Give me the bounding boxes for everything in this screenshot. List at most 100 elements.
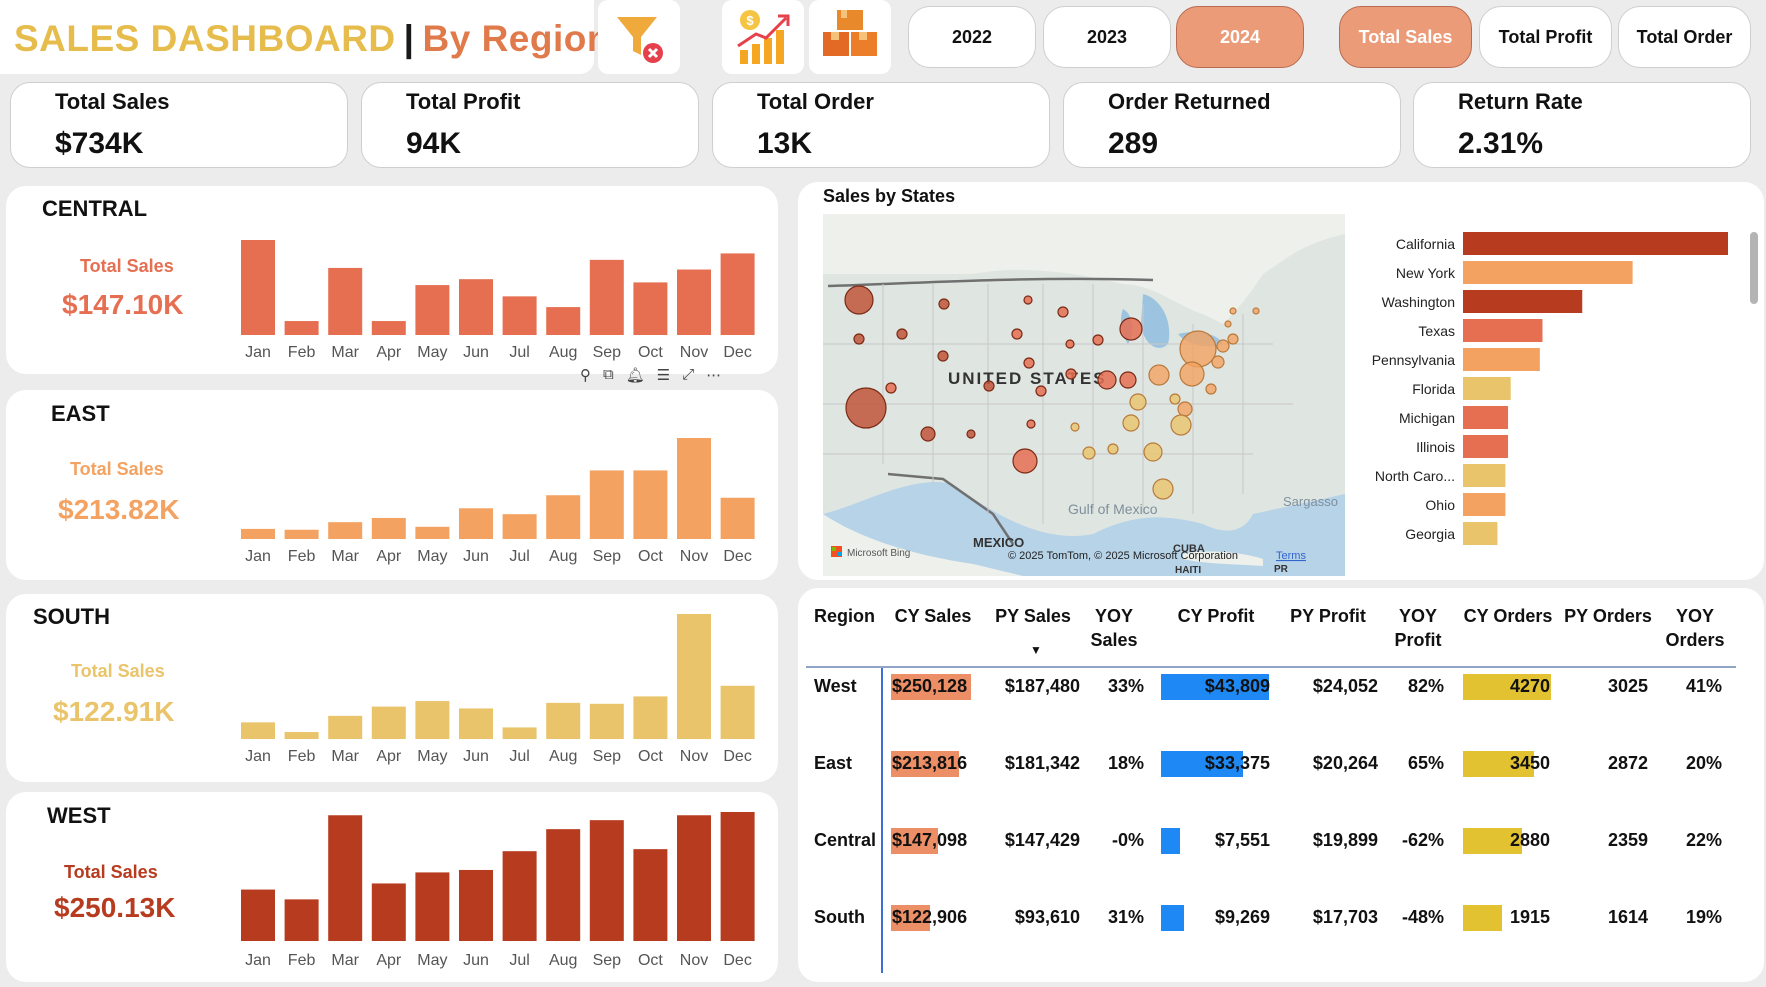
month-bar[interactable]	[328, 267, 363, 335]
month-bar[interactable]	[546, 495, 581, 539]
month-bar[interactable]	[720, 497, 755, 539]
col-header-region[interactable]: Region	[814, 606, 875, 626]
month-bar[interactable]	[677, 438, 711, 539]
state-bar[interactable]	[1463, 261, 1633, 284]
map-terms-link[interactable]: Terms	[1276, 550, 1306, 562]
month-bar[interactable]	[633, 470, 668, 539]
sales-growth-icon: $	[737, 10, 790, 64]
month-bar[interactable]	[284, 529, 319, 539]
month-bar[interactable]	[241, 240, 275, 335]
month-bar[interactable]	[371, 883, 406, 941]
month-bar[interactable]	[459, 708, 493, 739]
month-bar[interactable]	[720, 253, 755, 335]
month-bar[interactable]	[371, 706, 406, 739]
month-bar[interactable]	[459, 508, 493, 539]
month-bar[interactable]	[371, 321, 406, 335]
month-bar[interactable]	[502, 727, 537, 739]
col-header-yoy-profit[interactable]: YOY Profit	[1394, 606, 1442, 650]
month-bar[interactable]	[720, 685, 755, 739]
more-icon[interactable]: ⋯	[706, 367, 722, 384]
month-bar[interactable]	[415, 701, 450, 739]
monthly-sales-chart-central: Jan Feb Mar Apr May Jun Jul Aug Sep Oct Nov Dec	[241, 240, 755, 361]
month-label: Sep	[593, 952, 622, 969]
month-bar[interactable]	[415, 872, 450, 941]
bell-icon[interactable]: 🔔︎	[625, 367, 645, 384]
state-bar[interactable]	[1463, 377, 1511, 400]
region-card-east[interactable]: EAST Total Sales $213.82K Jan Feb Mar Apr Ma…	[6, 390, 778, 580]
month-bar[interactable]	[546, 829, 581, 941]
month-bar[interactable]	[589, 259, 624, 335]
scrollbar[interactable]	[1750, 232, 1758, 304]
state-bar[interactable]	[1463, 464, 1506, 487]
col-header-py-profit[interactable]: PY Profit	[1290, 606, 1366, 626]
monthly-sales-chart-west: Jan Feb Mar Apr May Jun Jul Aug Sep Oct Nov Dec	[241, 812, 755, 969]
year-filter-2022[interactable]: 2022	[908, 6, 1036, 68]
month-bar[interactable]	[328, 715, 363, 739]
region-card-central[interactable]: CENTRAL Total Sales $147.10K Jan Feb Mar Ap…	[6, 186, 778, 374]
col-header-yoy-orders[interactable]: YOY Orders	[1665, 606, 1725, 650]
col-header-cy-sales[interactable]: CY Sales	[894, 606, 972, 626]
month-bar[interactable]	[502, 851, 537, 941]
region-card-west[interactable]: WEST Total Sales $250.13K Jan Feb Mar Apr Ma…	[6, 792, 778, 982]
month-label: Nov	[680, 748, 708, 765]
expand-icon[interactable]: ⤢	[682, 366, 695, 383]
month-bar[interactable]	[677, 614, 711, 739]
year-filter-2024[interactable]: 2024	[1176, 6, 1304, 68]
month-bar[interactable]	[284, 732, 319, 739]
pin-icon[interactable]: ⚲	[580, 367, 591, 384]
month-bar[interactable]	[415, 526, 450, 539]
state-label: Illinois	[1416, 439, 1455, 455]
region-card-south[interactable]: SOUTH Total Sales $122.91K Jan Feb Mar Apr M…	[6, 594, 778, 782]
sales-map[interactable]: UNITED STATES Gulf of Mexico Sargasso ME…	[823, 214, 1345, 576]
year-filter-2023[interactable]: 2023	[1043, 6, 1171, 68]
month-bar[interactable]	[328, 815, 363, 941]
month-bar[interactable]	[677, 269, 711, 335]
month-bar[interactable]	[371, 517, 406, 539]
month-bar[interactable]	[589, 703, 624, 739]
copy-icon[interactable]: ⧉	[603, 366, 614, 383]
map-place-pr: PR	[1274, 564, 1289, 575]
month-bar[interactable]	[720, 812, 755, 941]
month-bar[interactable]	[677, 815, 711, 941]
measure-total-profit[interactable]: Total Profit	[1479, 6, 1612, 68]
month-bar[interactable]	[546, 702, 581, 739]
state-bar[interactable]	[1463, 290, 1583, 313]
month-bar[interactable]	[502, 514, 537, 539]
month-bar[interactable]	[284, 899, 319, 941]
month-bar[interactable]	[633, 696, 668, 739]
month-bar[interactable]	[415, 285, 450, 335]
month-bar[interactable]	[241, 889, 275, 941]
month-bar[interactable]	[241, 722, 275, 739]
cell-cy-orders: 4270	[1509, 676, 1550, 696]
month-bar[interactable]	[328, 522, 363, 539]
month-bar[interactable]	[459, 869, 493, 941]
month-bar[interactable]	[633, 282, 668, 335]
filter-icon[interactable]: ☰	[656, 367, 671, 384]
month-bar[interactable]	[502, 296, 537, 335]
col-header-cy-profit[interactable]: CY Profit	[1177, 606, 1255, 626]
col-header-py-orders[interactable]: PY Orders	[1564, 606, 1652, 626]
month-bar[interactable]	[633, 849, 668, 941]
col-header-yoy-sales[interactable]: YOY Sales	[1090, 606, 1138, 650]
month-bar[interactable]	[241, 528, 275, 539]
month-bar[interactable]	[284, 321, 319, 335]
month-bar[interactable]	[459, 279, 493, 335]
clear-filters-button[interactable]	[598, 0, 680, 74]
state-bar[interactable]	[1463, 232, 1728, 255]
state-bar[interactable]	[1463, 435, 1509, 458]
state-bar[interactable]	[1463, 493, 1506, 516]
month-label: Jul	[509, 344, 529, 361]
measure-total-sales[interactable]: Total Sales	[1339, 6, 1472, 68]
col-header-py-sales[interactable]: PY Sales	[995, 606, 1071, 626]
col-header-cy-orders[interactable]: CY Orders	[1463, 606, 1553, 626]
state-bar[interactable]	[1463, 348, 1540, 371]
month-bar[interactable]	[589, 820, 624, 941]
month-bar[interactable]	[546, 307, 581, 335]
state-bar[interactable]	[1463, 522, 1498, 545]
measure-total-order[interactable]: Total Order	[1618, 6, 1751, 68]
monthly-sales-chart-east: Jan Feb Mar Apr May Jun Jul Aug Sep Oct Nov Dec	[241, 438, 755, 565]
month-bar[interactable]	[589, 470, 624, 539]
state-bar[interactable]	[1463, 406, 1509, 429]
cell-yoy-profit: -48%	[1401, 907, 1444, 927]
state-bar[interactable]	[1463, 319, 1543, 342]
